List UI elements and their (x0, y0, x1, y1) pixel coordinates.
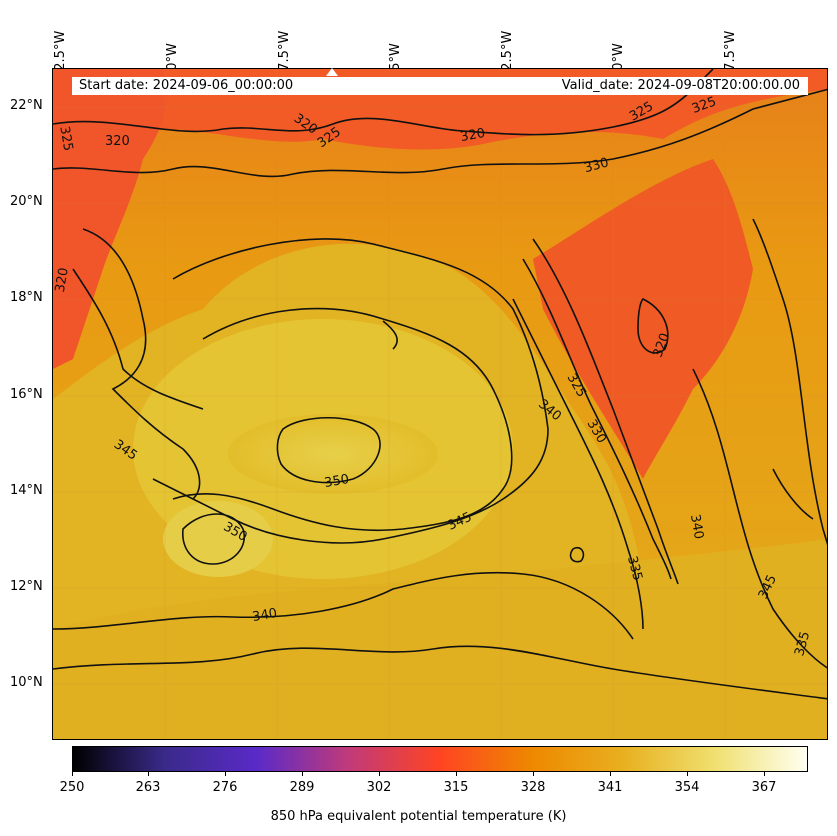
colorbar-tick: 289 (289, 780, 315, 795)
graticule (53, 69, 827, 739)
colorbar-tick: 367 (751, 780, 777, 795)
latitude-label: 16°N (10, 387, 43, 402)
colorbar (72, 746, 808, 772)
contour-lines (53, 69, 827, 700)
colorbar-tick: 276 (212, 780, 238, 795)
valid-date: Valid_date: 2024-09-08T20:00:00.00 (561, 78, 800, 93)
north-marker-icon (326, 68, 338, 76)
contour-label: 335 (792, 630, 813, 658)
contour-label-group: 320 325 320 325 320 325 330 320 325 330 … (53, 94, 813, 657)
latitude-label: 10°N (10, 675, 43, 690)
colorbar-tick: 302 (366, 780, 392, 795)
latitude-label: 22°N (10, 98, 43, 113)
contour-label: 330 (583, 155, 611, 176)
contour-label: 320 (53, 267, 72, 294)
latitude-label: 12°N (10, 579, 43, 594)
contour-label: 340 (251, 606, 278, 625)
field-east-cool-region (533, 159, 753, 479)
contour-label: 325 (56, 125, 75, 152)
field-south-region (53, 539, 827, 739)
latitude-label: 20°N (10, 194, 43, 209)
colorbar-tick: 263 (135, 780, 161, 795)
field-core-west (163, 501, 273, 577)
contour-label: 350 (323, 472, 350, 491)
contour-label: 320 (105, 134, 130, 149)
colorbar-tick: 328 (520, 780, 546, 795)
colorbar-tick: 354 (674, 780, 700, 795)
colorbar-label: 850 hPa equivalent potential temperature… (270, 809, 567, 824)
colorbar-tick: 341 (597, 780, 623, 795)
contour-label: 340 (687, 513, 706, 540)
map-panel: 320 325 320 325 320 325 330 320 325 330 … (52, 68, 828, 740)
start-date: Start date: 2024-09-06_00:00:00 (79, 78, 294, 93)
latitude-label: 18°N (10, 290, 43, 305)
date-info-bar: Start date: 2024-09-06_00:00:00 Valid_da… (72, 77, 808, 95)
contour-label: 320 (459, 126, 486, 145)
latitude-label: 14°N (10, 483, 43, 498)
field-nw-cool-region (53, 69, 167, 369)
colorbar-tick: 250 (59, 780, 85, 795)
colorbar-tick: 315 (443, 780, 469, 795)
map-canvas: 320 325 320 325 320 325 330 320 325 330 … (53, 69, 827, 739)
contour-label: 335 (624, 555, 645, 583)
